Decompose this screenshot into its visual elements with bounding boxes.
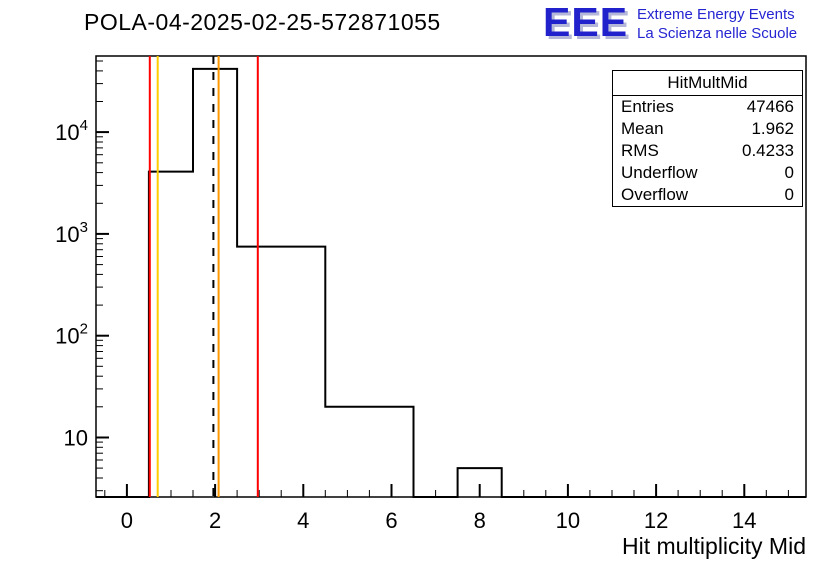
stats-box-title: HitMultMid: [613, 71, 802, 96]
x-tick-label: 6: [385, 508, 397, 533]
stat-mean: Mean 1.962: [613, 118, 802, 140]
x-tick-label: 2: [209, 508, 221, 533]
x-axis-title: Hit multiplicity Mid: [621, 533, 806, 559]
x-tick-label: 8: [474, 508, 486, 533]
stat-rms-label: RMS: [621, 141, 659, 160]
x-tick-label: 10: [556, 508, 580, 533]
y-tick-label: 10: [64, 426, 88, 451]
histogram-outline: [96, 67, 806, 498]
y-tick-label: 103: [55, 219, 88, 247]
y-tick-label: 104: [55, 117, 88, 145]
stat-overflow-label: Overflow: [621, 185, 689, 204]
stat-overflow: Overflow 0: [613, 184, 802, 206]
stat-overflow-value: 0: [784, 185, 794, 204]
x-tick-label: 4: [297, 508, 309, 533]
stat-mean-value: 1.962: [751, 119, 794, 138]
eee-logo: EEE Extreme Energy Events La Scienza nel…: [543, 2, 797, 43]
stat-entries: Entries 47466: [613, 96, 802, 118]
stat-underflow-label: Underflow: [621, 163, 698, 182]
x-tick-label: 14: [732, 508, 756, 533]
stats-box: HitMultMid Entries 47466 Mean 1.962 RMS …: [612, 70, 803, 207]
y-tick-label: 102: [55, 321, 88, 349]
plot-title: POLA-04-2025-02-25-572871055: [84, 9, 441, 35]
stat-entries-value: 47466: [746, 97, 794, 116]
eee-logo-subtitle: Extreme Energy Events La Scienza nelle S…: [637, 2, 797, 43]
eee-logo-line2: La Scienza nelle Scuole: [637, 25, 798, 42]
stat-underflow-value: 0: [784, 163, 794, 182]
x-tick-label: 12: [644, 508, 668, 533]
stat-underflow: Underflow 0: [613, 162, 802, 184]
eee-logo-line1: Extreme Energy Events: [637, 6, 795, 23]
x-tick-label: 0: [121, 508, 133, 533]
stat-mean-label: Mean: [621, 119, 664, 138]
eee-logo-text: EEE: [543, 0, 629, 45]
stat-entries-label: Entries: [621, 97, 674, 116]
stat-rms: RMS 0.4233: [613, 140, 802, 162]
stat-rms-value: 0.4233: [742, 141, 794, 160]
